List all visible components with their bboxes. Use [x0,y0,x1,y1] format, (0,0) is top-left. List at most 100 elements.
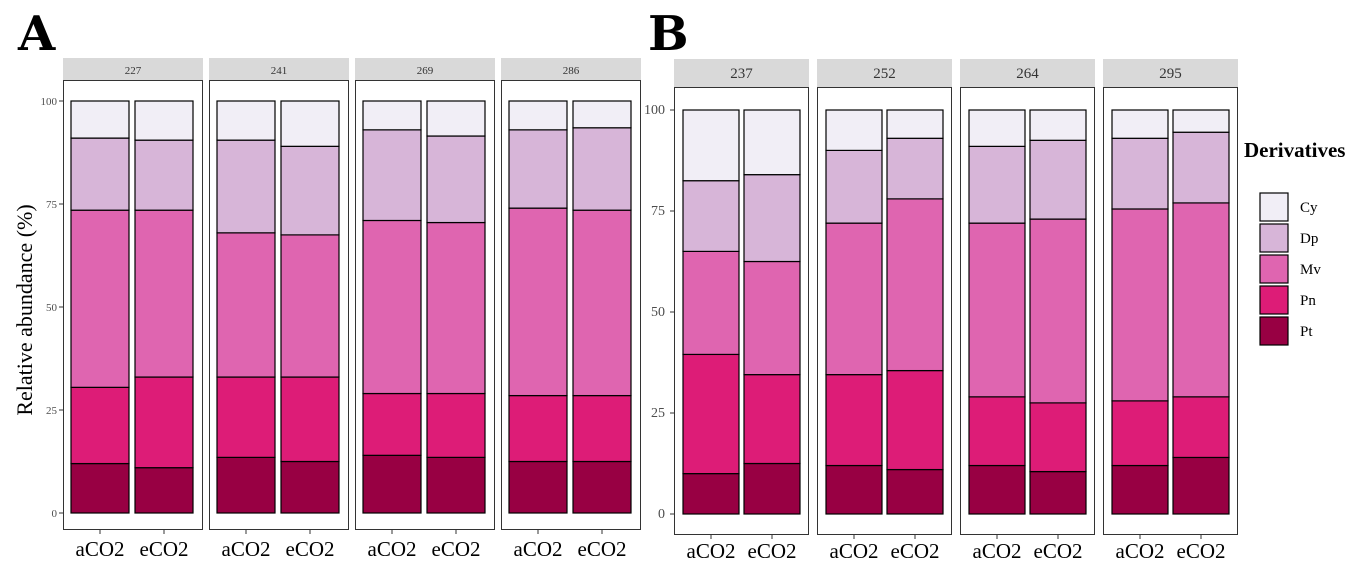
bar-aco2 [682,109,740,515]
y-tick-label: 50 [46,302,58,314]
bar-segment-mv [426,221,486,395]
x-tick-label: eCO2 [1177,539,1226,562]
facet-strip [960,59,1095,87]
bar-segment-cy [1029,109,1087,141]
bar-segment-pn [572,394,632,463]
legend: Derivatives Cy Dp Mv Pn Pt [1244,138,1345,346]
facet-strip-label: 237 [730,66,753,82]
bar-segment-pt [886,468,944,515]
bar-segment-mv [216,232,276,378]
bar-segment-dp [426,135,486,224]
facet-strip [63,58,203,80]
facet-strip [501,58,641,80]
bar-segment-cy [216,100,276,141]
bar-segment-pt [216,456,276,514]
facet-panel-border [63,80,203,530]
y-axis-label: Relative abundance (%) [12,204,37,415]
facet-panel-border [501,80,641,530]
x-tick-label: eCO2 [1034,539,1083,562]
bar-segment-cy [508,100,568,131]
facet-strip [355,58,495,80]
legend-label-dp: Dp [1300,231,1318,247]
facet-295: 295 aCO2 eCO2 [1103,59,1238,562]
bar-segment-pn [1111,400,1169,467]
legend-swatch-mv [1259,254,1289,284]
bar-segment-dp [508,129,568,209]
bar-segment-mv [968,222,1026,398]
bar-aco2 [216,100,276,514]
legend-swatch-dp [1259,223,1289,253]
bar-eco2 [1172,109,1230,515]
bar-segment-mv [1029,218,1087,404]
chart-panels: 0 25 50 75 100 227 aCO2 eCO2 241 aCO2 eCO2 269 aCO2 e… [41,58,1238,562]
bar-segment-cy [968,109,1026,147]
bar-segment-cy [682,109,740,182]
bar-segment-mv [134,209,194,378]
facet-strip-label: 286 [563,65,580,77]
facet-strip-label: 241 [271,65,288,77]
bar-segment-cy [572,100,632,129]
y-tick-label: 25 [651,406,665,421]
x-tick-label: aCO2 [973,539,1022,562]
x-tick-label: eCO2 [748,539,797,562]
bar-segment-cy [70,100,130,139]
bar-segment-dp [280,145,340,236]
facet-panel-border [674,87,809,535]
y-tick-label: 50 [651,305,665,320]
bar-segment-cy [886,109,944,139]
x-tick-label: eCO2 [286,537,335,561]
bar-segment-dp [682,180,740,252]
bar-segment-pn [70,386,130,465]
bar-segment-cy [825,109,883,152]
bar-aco2 [362,100,422,514]
bar-aco2 [508,100,568,514]
bar-eco2 [886,109,944,515]
bar-segment-cy [280,100,340,147]
x-tick-label: aCO2 [368,537,417,561]
bar-segment-pn [134,376,194,469]
bar-segment-pn [886,369,944,471]
bar-segment-pt [134,467,194,514]
bar-segment-pn [1029,402,1087,473]
facet-strip-label: 227 [125,65,142,77]
bar-segment-pt [743,462,801,515]
facet-panel-border [1103,87,1238,535]
legend-swatch-pn [1259,285,1289,315]
x-tick-label: eCO2 [891,539,940,562]
bar-segment-pn [968,396,1026,467]
bar-segment-mv [508,207,568,397]
legend-swatch-cy [1259,192,1289,222]
bar-segment-cy [362,100,422,131]
facet-strip [817,59,952,87]
facet-227: 227 aCO2 eCO2 [63,58,203,561]
panel-a-label: A [17,6,56,62]
bar-segment-pt [968,464,1026,515]
bar-segment-dp [1029,139,1087,220]
bar-segment-pt [1029,470,1087,515]
facet-panel-border [209,80,349,530]
facet-strip-label: 295 [1159,66,1182,82]
facet-286: 286 aCO2 eCO2 [501,58,641,561]
bar-segment-cy [743,109,801,176]
bar-segment-pt [682,473,740,515]
bar-segment-cy [1111,109,1169,139]
x-tick-label: aCO2 [514,537,563,561]
bar-segment-dp [968,145,1026,224]
bar-segment-mv [70,209,130,388]
x-tick-label: aCO2 [830,539,879,562]
facet-panel-border [960,87,1095,535]
bar-segment-dp [743,174,801,263]
bar-segment-pn [216,376,276,458]
facet-strip-label: 269 [417,65,434,77]
bar-segment-cy [426,100,486,137]
facet-269: 269 aCO2 eCO2 [355,58,495,561]
facet-strip [674,59,809,87]
x-tick-label: aCO2 [1116,539,1165,562]
bar-segment-dp [1172,131,1230,204]
x-tick-label: aCO2 [76,537,125,561]
bar-segment-pn [682,353,740,475]
facet-strip-label: 264 [1016,66,1039,82]
bar-segment-pn [362,392,422,456]
bar-segment-pn [743,374,801,465]
